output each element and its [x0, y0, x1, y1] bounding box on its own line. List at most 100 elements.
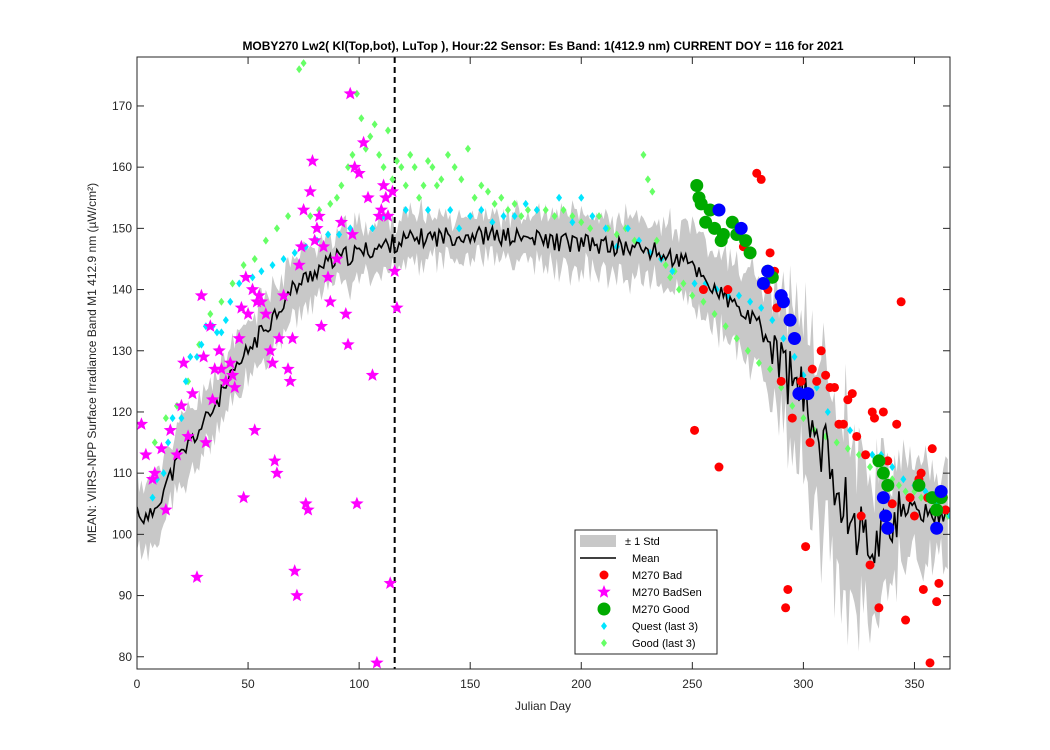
good-last3-point — [800, 414, 807, 423]
good-last3-point — [711, 310, 718, 319]
bad-point — [909, 511, 919, 521]
series-quest-last-3- — [149, 193, 950, 520]
badsen-point — [272, 331, 286, 345]
good-last3-point — [676, 285, 682, 294]
badsen-point — [365, 368, 380, 381]
badsen-point — [339, 307, 353, 320]
legend: ± 1 Std Mean M270 Bad M270 BadSen M270 Good Q… — [574, 529, 718, 655]
bad-point — [852, 431, 862, 441]
axes: 0 50 100 150 200 250 300 350 80 90 100 110 120 130 140… — [112, 57, 950, 691]
badsen-point — [163, 423, 177, 436]
badsen-point — [223, 356, 237, 369]
good-last3-point — [385, 126, 392, 135]
badsen-point — [259, 307, 273, 320]
good-last3-point — [578, 218, 585, 227]
good-point — [739, 234, 753, 248]
badsen-point — [301, 502, 315, 516]
badsen-point — [232, 331, 246, 345]
legend-label: ± 1 Std — [625, 536, 660, 548]
quest-point — [456, 224, 463, 233]
quest-point — [569, 218, 576, 227]
quest-point — [947, 512, 950, 520]
bad-point — [714, 462, 724, 472]
quest-point — [500, 212, 507, 221]
chart-title: MOBY270 Lw2( Kl(Top,bot), LuTop ), Hour:… — [242, 39, 843, 53]
quest-point — [402, 206, 409, 214]
badsen-point — [268, 453, 282, 467]
bad-point — [861, 450, 871, 460]
quest-point — [478, 206, 485, 214]
good-blue-point — [783, 313, 797, 327]
quest-point — [258, 267, 265, 276]
good-last3-point — [484, 187, 491, 196]
x-tick-label: 150 — [460, 677, 480, 691]
y-tick-label: 90 — [119, 589, 133, 603]
quest-point — [769, 316, 776, 325]
badsen-point — [388, 264, 402, 277]
bad-point — [892, 419, 902, 429]
legend-swatch-good — [597, 602, 611, 616]
quest-point — [182, 377, 189, 386]
quest-point — [213, 328, 220, 337]
good-last3-point — [518, 212, 525, 221]
quest-point — [869, 450, 876, 459]
badsen-point — [252, 288, 266, 302]
good-point — [690, 179, 704, 193]
good-last3-point — [560, 206, 567, 214]
badsen-point — [270, 466, 284, 479]
good-last3-point — [438, 175, 445, 184]
good-last3-point — [542, 206, 549, 214]
badsen-point — [208, 362, 222, 375]
badsen-point — [219, 374, 233, 387]
good-last3-point — [511, 199, 518, 208]
quest-point — [900, 475, 907, 484]
good-last3-point — [240, 261, 247, 270]
plot-area — [137, 57, 950, 669]
bad-point — [765, 248, 775, 258]
series-m270-badsen — [137, 86, 404, 669]
bad-point — [934, 578, 944, 588]
badsen-point — [190, 570, 204, 583]
badsen-point — [137, 417, 149, 430]
std-band — [137, 197, 948, 652]
good-point — [716, 227, 730, 241]
quest-point — [236, 279, 243, 288]
bad-point — [869, 413, 879, 423]
x-axis-label: Julian Day — [515, 699, 571, 713]
good-last3-point — [411, 163, 418, 172]
badsen-point — [334, 215, 348, 228]
good-last3-point — [389, 175, 396, 184]
quest-point — [424, 206, 431, 214]
good-last3-point — [151, 438, 158, 447]
badsen-point — [356, 135, 371, 149]
good-last3-point — [229, 279, 236, 288]
quest-point — [522, 199, 529, 208]
good-last3-point — [273, 224, 280, 233]
badsen-point — [245, 282, 260, 296]
quest-point — [556, 193, 563, 202]
badsen-point — [308, 233, 322, 247]
bad-point — [801, 542, 811, 552]
badsen-point — [159, 502, 173, 516]
badsen-point — [312, 209, 326, 222]
good-last3-point — [338, 181, 345, 190]
good-last3-point — [207, 310, 214, 319]
good-last3-point — [300, 59, 307, 68]
good-last3-point — [433, 181, 440, 190]
badsen-point — [341, 337, 355, 351]
badsen-point — [352, 166, 366, 179]
badsen-point — [185, 386, 200, 400]
quest-point — [669, 267, 676, 276]
good-last3-point — [345, 163, 352, 172]
badsen-point — [265, 356, 280, 369]
good-last3-point — [833, 438, 840, 447]
good-last3-point — [420, 181, 427, 190]
good-last3-point — [367, 132, 374, 141]
good-last3-point — [902, 487, 909, 496]
badsen-point — [296, 203, 311, 216]
bad-point — [723, 285, 733, 295]
bad-point — [698, 285, 708, 295]
good-last3-point — [402, 181, 409, 190]
badsen-point — [316, 239, 331, 253]
good-last3-point — [498, 193, 505, 202]
